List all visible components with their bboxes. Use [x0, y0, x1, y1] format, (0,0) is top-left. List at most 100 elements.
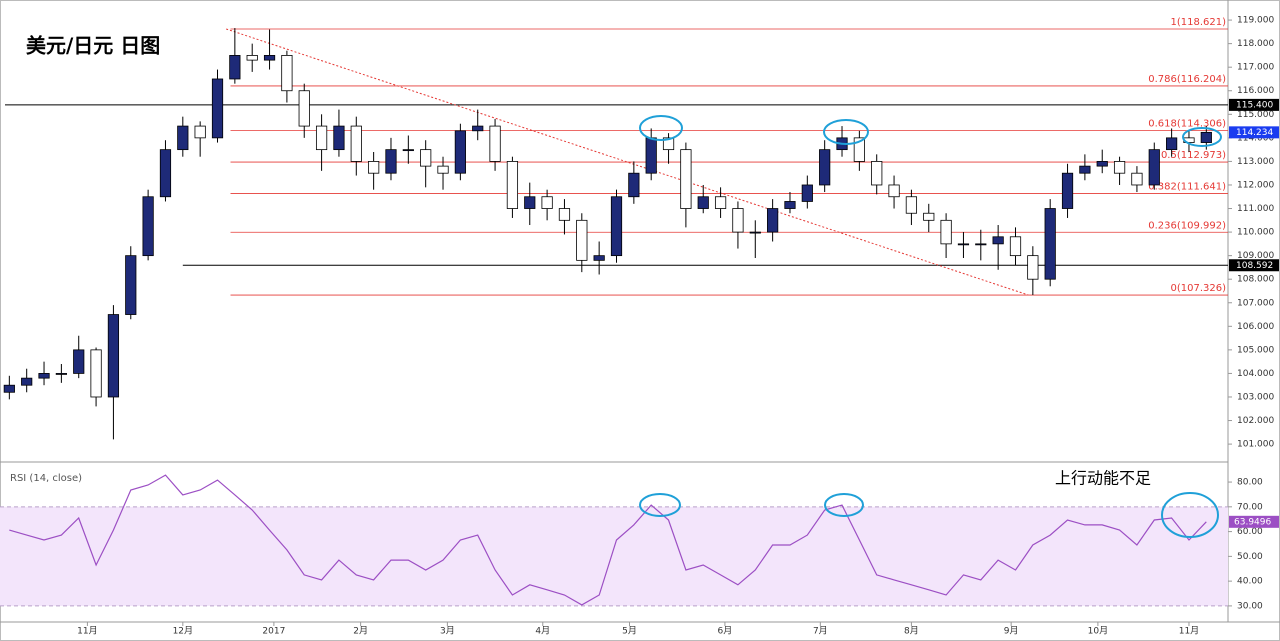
y-tick-label: 101.000 — [1237, 440, 1274, 450]
candle-body — [524, 196, 536, 209]
y-tick-label: 116.000 — [1237, 86, 1274, 96]
candle-body — [489, 125, 501, 162]
candle-body — [801, 184, 813, 202]
highlight-ellipse — [824, 493, 864, 517]
candle-body — [871, 161, 883, 186]
candle-body — [714, 196, 727, 209]
rsi-y-tick-label: 50.00 — [1237, 552, 1263, 562]
x-tick-label: 2月 — [353, 626, 368, 637]
y-tick-label: 106.000 — [1237, 322, 1274, 332]
candle-body — [437, 165, 449, 174]
candle-body — [177, 125, 189, 151]
y-tick-label: 108.000 — [1237, 275, 1274, 285]
candle-body — [923, 212, 935, 221]
candle-body — [55, 373, 67, 375]
y-tick-label: 111.000 — [1237, 204, 1274, 214]
candle-body — [1096, 161, 1108, 167]
y-tick-label: 102.000 — [1237, 416, 1274, 426]
fib-label: 0.382(111.641) — [1148, 181, 1226, 192]
candle-body — [472, 125, 484, 132]
candle-body — [420, 149, 432, 167]
candle-body — [1148, 149, 1160, 186]
candle-body — [315, 125, 328, 151]
candle-body — [680, 149, 692, 209]
candle-body — [1113, 161, 1126, 174]
candle-body — [853, 137, 865, 162]
fib-label: 1(118.621) — [1170, 17, 1226, 28]
last-price-label: 114.234 — [1236, 128, 1273, 138]
candle-body — [211, 78, 224, 139]
y-tick-label: 117.000 — [1237, 63, 1274, 73]
candle-body — [576, 219, 588, 261]
y-tick-label: 115.000 — [1237, 110, 1274, 120]
candle-body — [819, 149, 831, 186]
y-tick-label: 113.000 — [1237, 157, 1274, 167]
highlight-ellipse — [639, 493, 681, 517]
rsi-line — [9, 474, 1207, 606]
trend-line — [226, 28, 1029, 296]
x-tick-label: 4月 — [535, 626, 550, 637]
candle-body — [1131, 172, 1143, 186]
candle-body — [940, 219, 952, 245]
candle-body — [125, 255, 137, 315]
last-price-tag — [1229, 126, 1279, 139]
candle-body — [1009, 236, 1022, 257]
candle-body — [281, 55, 293, 92]
y-tick-label: 118.000 — [1237, 39, 1274, 49]
candle-body — [593, 255, 605, 261]
candle-body — [645, 137, 657, 174]
candle-body — [888, 184, 900, 198]
candle-body — [1079, 165, 1091, 174]
x-tick-label: 6月 — [718, 626, 733, 637]
candle-body — [454, 130, 466, 174]
candle-body — [732, 208, 744, 233]
rsi-title: RSI (14, close) — [10, 473, 82, 484]
x-tick-label: 8月 — [904, 626, 919, 637]
candle-body — [1044, 208, 1056, 280]
x-tick-label: 7月 — [813, 626, 828, 637]
candle-body — [628, 172, 640, 198]
candle-body — [610, 196, 623, 257]
candle-body — [1200, 131, 1212, 143]
rsi-y-tick-label: 80.00 — [1237, 478, 1263, 488]
candle-body — [142, 196, 154, 257]
rsi-last-label: 63.9496 — [1234, 517, 1271, 527]
candle-body — [38, 373, 50, 379]
rsi-last-tag — [1229, 515, 1279, 528]
x-tick-label: 5月 — [622, 626, 637, 637]
candle-body — [749, 231, 761, 234]
x-tick-label: 9月 — [1004, 626, 1019, 637]
rsi-band — [0, 506, 1228, 606]
candle-body — [558, 208, 571, 221]
rsi-y-tick-label: 70.00 — [1237, 502, 1263, 512]
highlight-ellipse — [1161, 492, 1219, 538]
y-tick-label: 105.000 — [1237, 345, 1274, 355]
y-tick-label: 107.000 — [1237, 298, 1274, 308]
candle-body — [975, 243, 987, 246]
plot-layer: 101.000 102.000 103.000 104.000 105.000 106.0… — [0, 16, 1279, 637]
highlight-ellipse — [639, 115, 683, 141]
candle-body — [21, 377, 33, 386]
candle-body — [1061, 172, 1074, 209]
x-tick-label: 11月 — [1179, 626, 1199, 637]
y-tick-label: 119.000 — [1237, 16, 1274, 26]
candle-body — [784, 201, 796, 209]
candle-body — [298, 90, 310, 127]
candle-body — [263, 55, 276, 61]
candle-body — [541, 196, 553, 209]
candle-body — [333, 125, 345, 151]
candle-body — [1166, 137, 1178, 151]
candle-body — [697, 196, 709, 209]
y-tick-label: 110.000 — [1237, 228, 1274, 238]
candle-body — [402, 149, 414, 152]
candle-body — [229, 55, 241, 80]
x-tick-label: 2017 — [262, 627, 285, 637]
candle-body — [159, 149, 172, 198]
y-tick-label: 114.000 — [1237, 133, 1274, 143]
x-tick-label: 12月 — [173, 626, 193, 637]
candle-body — [350, 125, 362, 162]
chart-title: 美元/日元 日图 — [26, 34, 160, 58]
candle-body — [767, 208, 779, 233]
candle-body — [992, 236, 1004, 245]
